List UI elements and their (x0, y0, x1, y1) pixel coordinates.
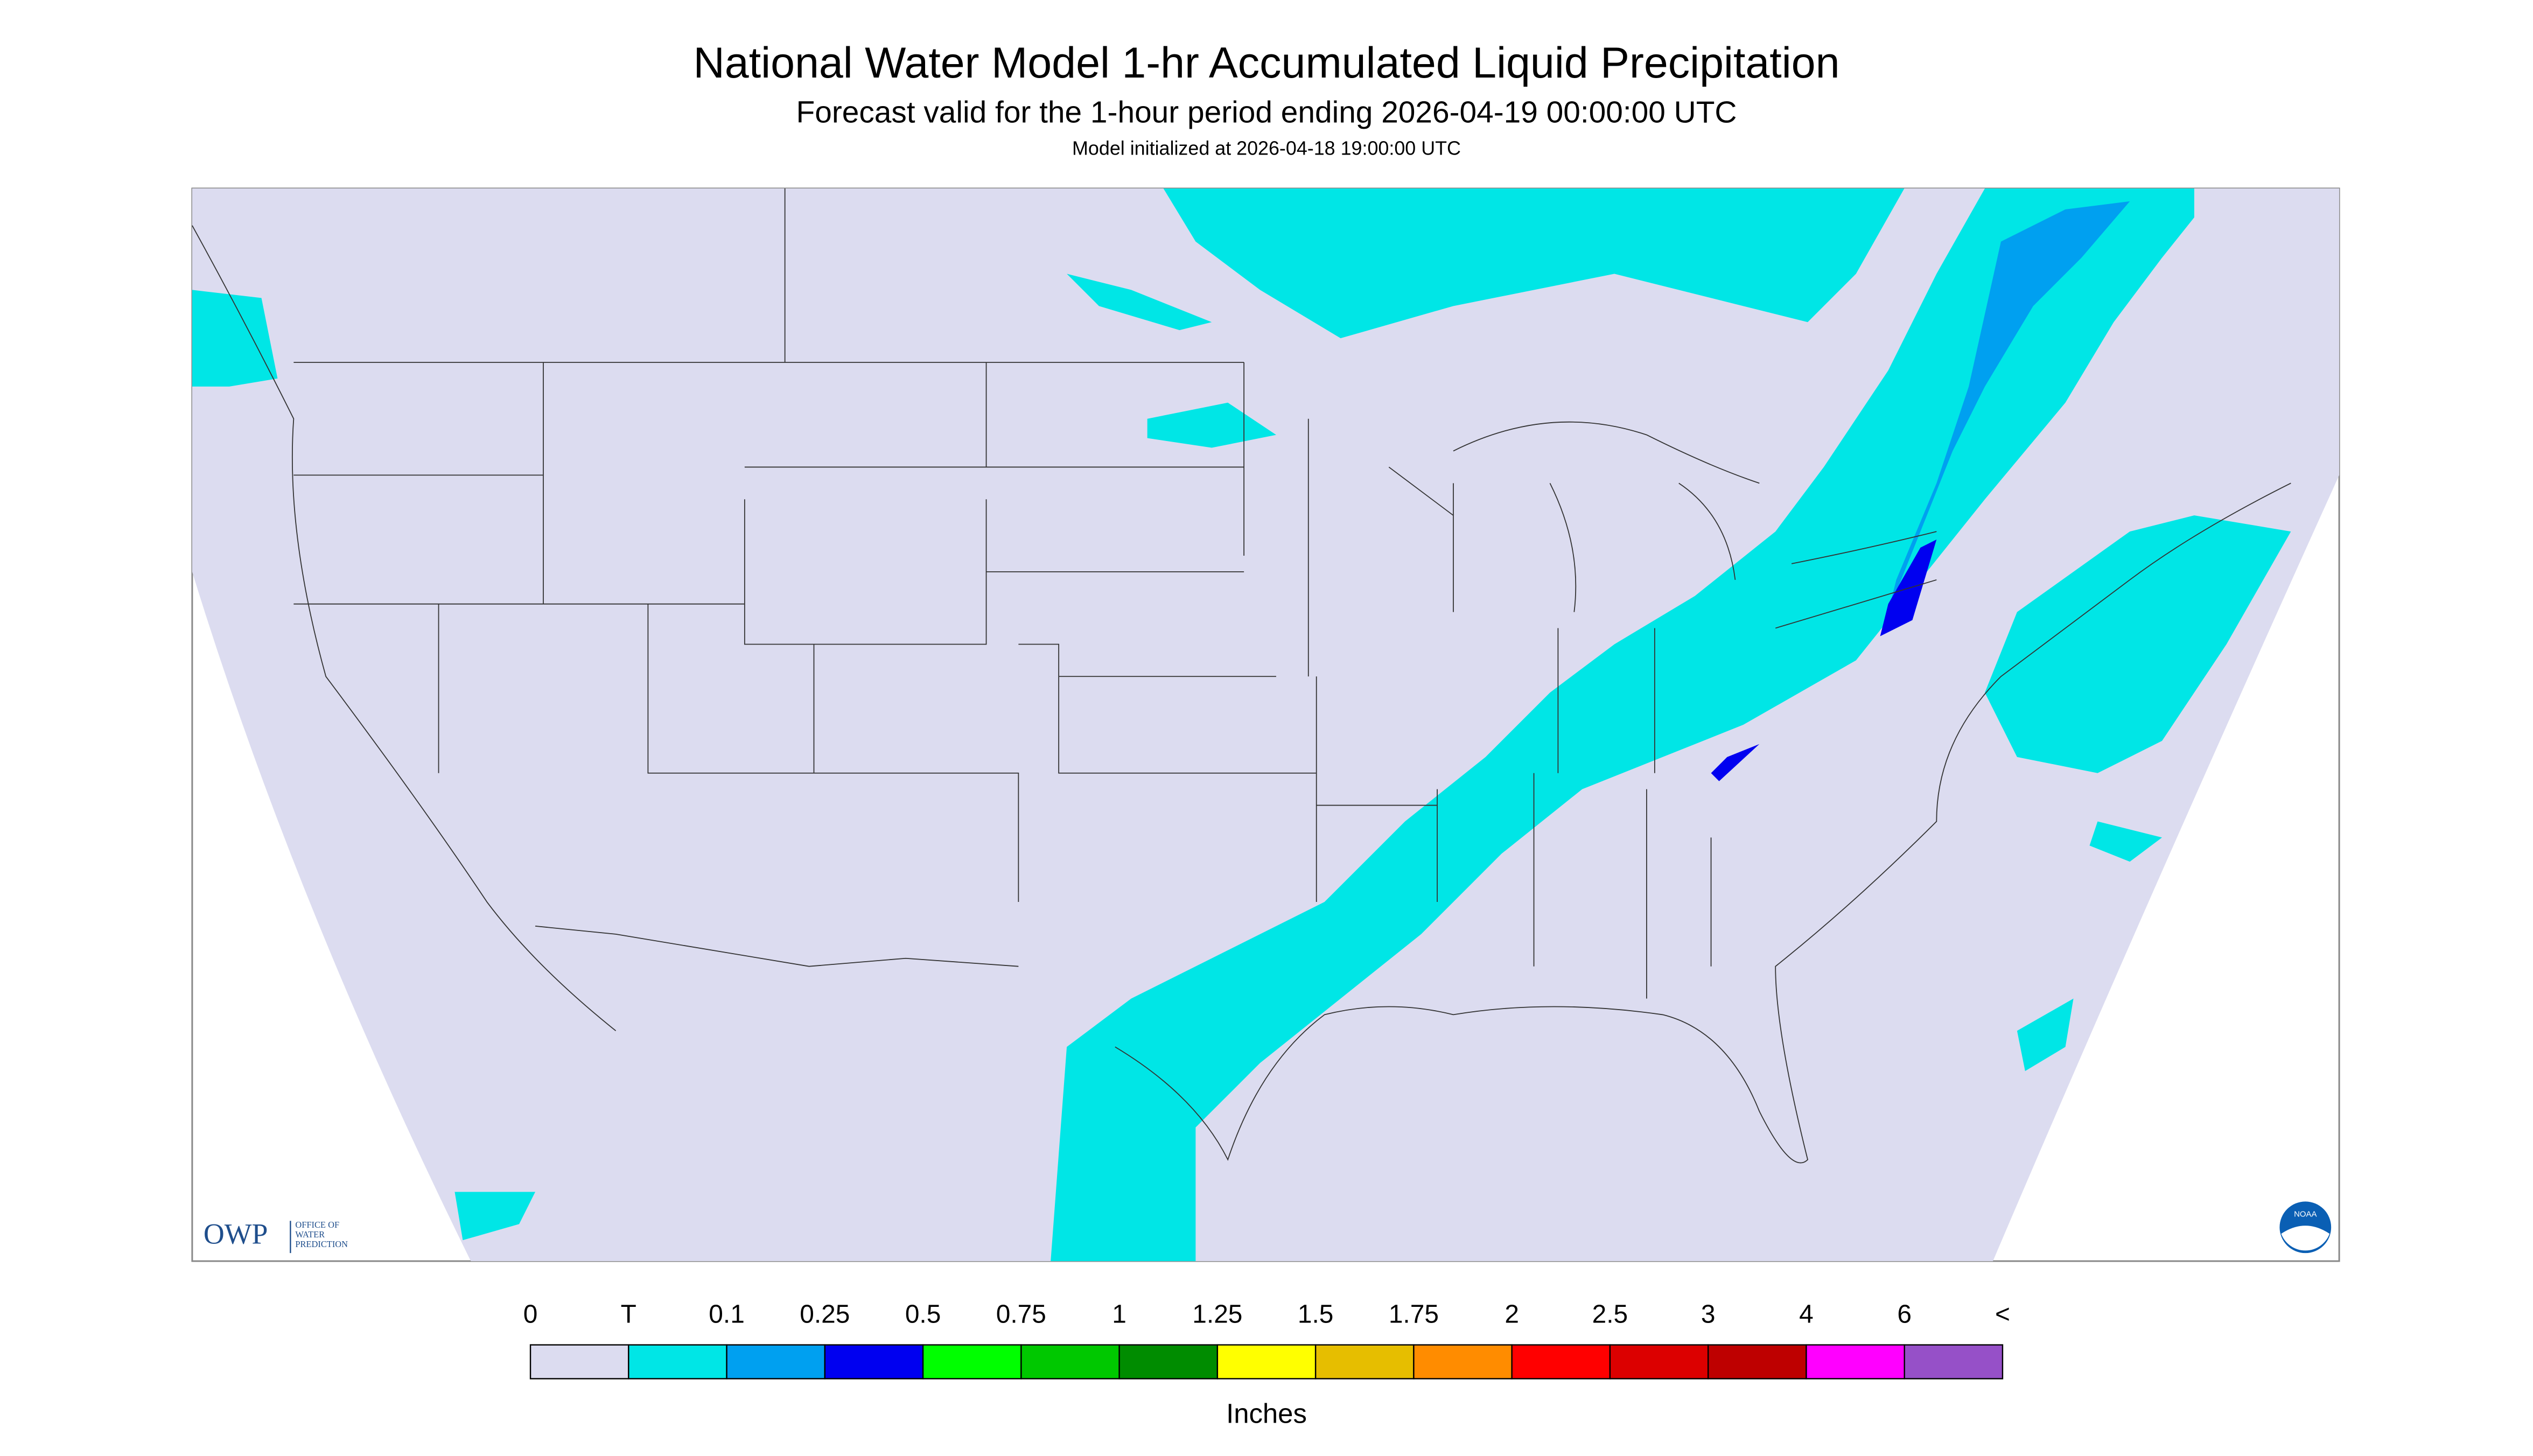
legend-swatch (1314, 1344, 1415, 1380)
owp-logo-mark: OWP (204, 1218, 268, 1250)
legend-swatch (824, 1344, 924, 1380)
title: National Water Model 1-hr Accumulated Li… (694, 39, 1840, 87)
legend: Inches 0 T 0.1 0.25 0.5 0.75 1 1.25 1.5 1.75 2 2.5 3… (523, 1300, 2010, 1429)
legend-label: < (1995, 1300, 2010, 1328)
boundaries (192, 188, 2291, 1164)
owp-logo-text: OFFICE OF (295, 1220, 339, 1230)
legend-swatch (1511, 1344, 1611, 1380)
precipitation (192, 188, 2291, 1262)
legend-label: 1.5 (1298, 1300, 1334, 1328)
legend-swatch (1118, 1344, 1219, 1380)
noaa-wave (2281, 1226, 2330, 1251)
legend-label: 0 (523, 1300, 538, 1328)
legend-swatch (1413, 1344, 1513, 1380)
legend-swatch (1904, 1344, 2004, 1380)
legend-label: 4 (1799, 1300, 1814, 1328)
legend-label: 3 (1701, 1300, 1716, 1328)
projection-area (192, 188, 2340, 1262)
noaa-logo: NOAA (2279, 1201, 2332, 1254)
legend-swatch (1216, 1344, 1317, 1380)
legend-label: 0.75 (996, 1300, 1046, 1328)
legend-label: 0.1 (709, 1300, 745, 1328)
precip-heavy (1711, 540, 1937, 781)
owp-logo-text: WATER (295, 1229, 325, 1240)
legend-swatch (1020, 1344, 1120, 1380)
subtitle: Forecast valid for the 1-hour period end… (796, 95, 1737, 129)
legend-swatch (922, 1344, 1022, 1380)
owp-logo-text: PREDICTION (295, 1239, 348, 1249)
legend-swatch (1806, 1344, 1905, 1380)
legend-label: 2.5 (1592, 1300, 1628, 1328)
legend-label: 0.25 (800, 1300, 850, 1328)
legend-label: 6 (1897, 1300, 1912, 1328)
legend-swatch (529, 1344, 629, 1380)
precip-northeast (1985, 515, 2291, 773)
legend-label: T (621, 1300, 636, 1328)
precip-north (1163, 188, 1905, 339)
legend-swatch (726, 1344, 826, 1380)
legend-swatch (628, 1344, 727, 1380)
legend-label: 1.25 (1192, 1300, 1242, 1328)
legend-unit: Inches (1226, 1398, 1307, 1429)
legend-swatch (1707, 1344, 1807, 1380)
noaa-text: NOAA (2294, 1209, 2317, 1219)
init-note: Model initialized at 2026-04-18 19:00:00… (1072, 138, 1461, 159)
legend-label: 2 (1505, 1300, 1519, 1328)
precip-band (1051, 188, 2194, 1262)
legend-label: 0.5 (905, 1300, 941, 1328)
map: OWP OFFICE OF WATER PREDICTION NOAA (191, 187, 2340, 1262)
legend-label: 1 (1112, 1300, 1126, 1328)
legend-swatch (1609, 1344, 1709, 1380)
legend-label: 1.75 (1389, 1300, 1439, 1328)
owp-logo: OWP OFFICE OF WATER PREDICTION (204, 1218, 348, 1254)
precip-moderate (1888, 201, 2130, 612)
